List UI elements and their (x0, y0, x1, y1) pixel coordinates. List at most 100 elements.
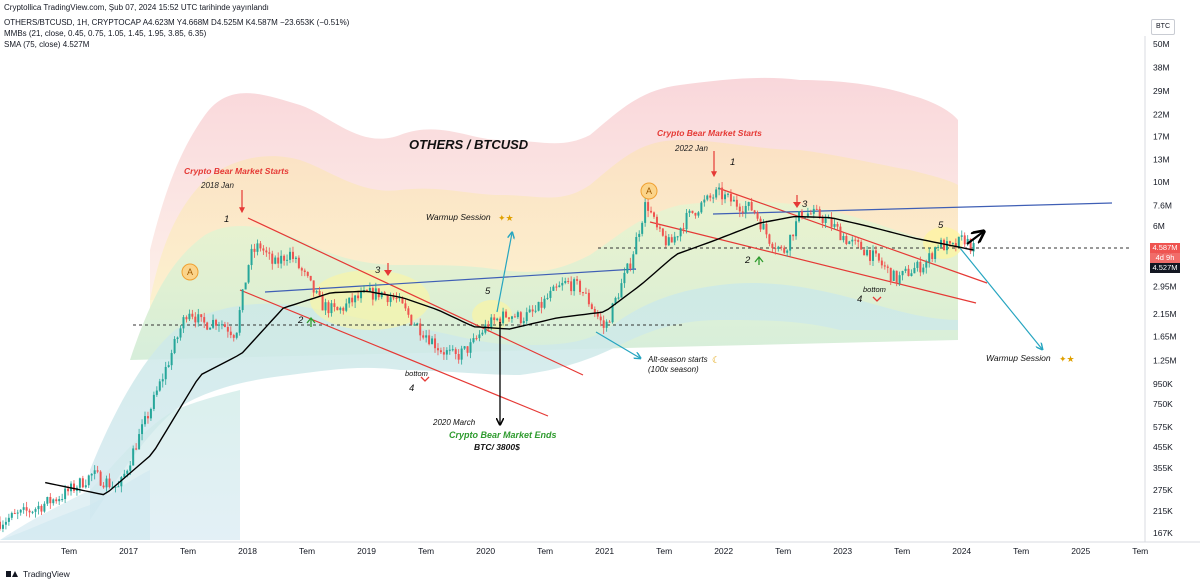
bottom-2-label: bottom (863, 285, 886, 294)
ohlc-line: OTHERS/BTCUSD, 1H, CRYPTOCAP A4.623M Y4.… (4, 18, 350, 27)
candle (721, 182, 724, 205)
candle (25, 501, 28, 517)
candle (146, 411, 149, 424)
candle (561, 277, 564, 291)
candle (928, 247, 931, 268)
candle (647, 196, 650, 218)
candle (253, 243, 256, 258)
y-tick-label: 6M (1153, 221, 1165, 231)
candle (703, 195, 706, 207)
candle (87, 474, 90, 489)
candle (765, 220, 768, 239)
candle (617, 293, 620, 300)
time-axis[interactable]: Tem 2017 Tem 2018 Tem 2019 Tem 2020 Tem 2021 Tem 20… (61, 546, 1148, 556)
candle (439, 347, 442, 354)
candle (309, 275, 312, 282)
candle (564, 277, 567, 285)
alt-season-label: Alt-season starts (647, 355, 708, 364)
y-tick-label: 17M (1153, 132, 1170, 142)
candle (223, 321, 226, 328)
candle (431, 335, 434, 345)
candle (857, 237, 860, 248)
y-tick-label: 2.95M (1153, 282, 1177, 292)
y-tick-label: 1.25M (1153, 355, 1177, 365)
candle (442, 347, 445, 360)
candle (756, 210, 759, 222)
candle (268, 247, 271, 260)
candle (475, 335, 478, 341)
candle (457, 349, 460, 364)
candle (247, 264, 250, 284)
warmup-session-2-label: Warmup Session (986, 353, 1051, 363)
y-tick-label: 7.6M (1153, 201, 1172, 211)
candle (602, 315, 605, 334)
y-tick-label: 2.15M (1153, 309, 1177, 319)
candle (283, 254, 286, 266)
candle (661, 228, 664, 237)
wave-3b-label: 3 (802, 199, 808, 210)
candle (919, 256, 922, 277)
countdown-tag: 4d 9h (1150, 253, 1180, 263)
candle (581, 291, 584, 297)
candle (297, 255, 300, 270)
y-tick-label: 1.65M (1153, 332, 1177, 342)
symbol-button[interactable]: BTC (1151, 19, 1175, 35)
tradingview-brand: TradingView (23, 569, 70, 579)
candle (567, 277, 570, 285)
candle (688, 209, 691, 218)
tradingview-footer[interactable]: TradingView (6, 569, 70, 579)
candle (303, 268, 306, 277)
candle (871, 245, 874, 266)
candle (120, 476, 123, 493)
wave-5-label: 5 (485, 286, 491, 297)
candle (502, 307, 505, 326)
candle (49, 493, 52, 509)
candle (416, 322, 419, 325)
candle (466, 346, 469, 357)
candle (40, 504, 43, 515)
candle (277, 252, 280, 268)
x-tick-label: Tem (61, 546, 77, 556)
indicator-mmbs[interactable]: MMBs (21, close, 0.45, 0.75, 1.05, 1.45,… (4, 29, 207, 38)
y-tick-label: 215K (1153, 506, 1173, 516)
candle (286, 254, 289, 266)
wave-3-label: 3 (375, 265, 381, 276)
candle (641, 221, 644, 237)
candle (16, 509, 19, 520)
candle (635, 232, 638, 255)
candle (200, 314, 203, 322)
candle (339, 306, 342, 314)
candle (155, 386, 158, 397)
candle (330, 300, 333, 317)
candle (848, 240, 851, 245)
candle (256, 239, 259, 256)
candle (735, 195, 738, 211)
candle (945, 236, 948, 255)
candle (265, 246, 268, 257)
x-tick-label: Tem (775, 546, 791, 556)
candle (579, 279, 582, 295)
candle (679, 227, 682, 242)
candle (729, 189, 732, 207)
x-tick-label: Tem (537, 546, 553, 556)
candle (783, 245, 786, 254)
candle (144, 411, 147, 427)
candle (333, 299, 336, 312)
candle (724, 191, 727, 204)
candle (496, 317, 499, 322)
candle (114, 486, 117, 493)
candle (167, 361, 170, 368)
candle (623, 267, 626, 288)
candle (780, 245, 783, 251)
candle (854, 235, 857, 245)
circle-marker-2-label: A (646, 186, 652, 196)
candle (507, 317, 510, 322)
candle (108, 473, 111, 489)
y-tick-label: 275K (1153, 485, 1173, 495)
indicator-sma[interactable]: SMA (75, close) 4.527M (4, 40, 90, 49)
candle (52, 498, 55, 506)
candle (351, 293, 354, 307)
candle (241, 289, 244, 313)
wave-2b-label: 2 (744, 255, 751, 266)
